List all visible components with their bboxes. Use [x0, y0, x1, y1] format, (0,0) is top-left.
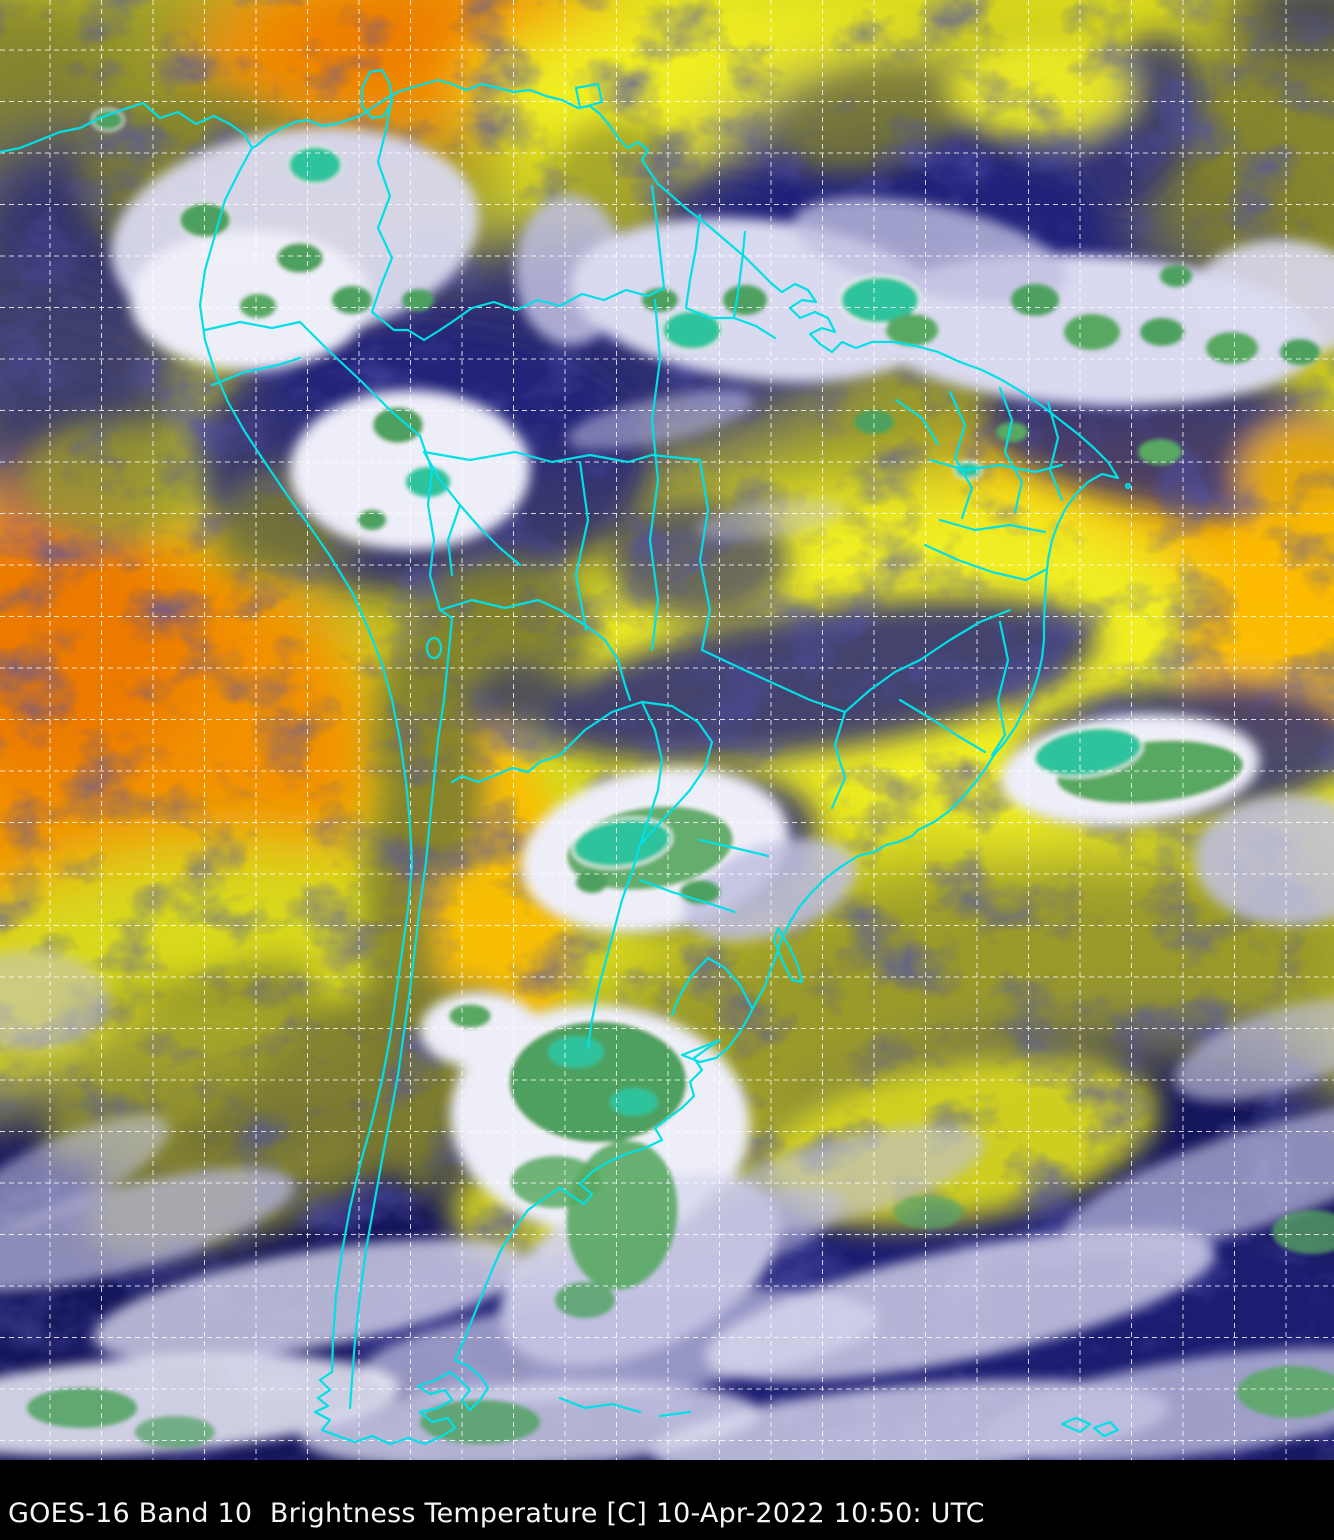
venezuela-brazil-border	[450, 286, 666, 324]
uruguay-borders	[670, 956, 754, 1017]
offshore-islet	[1124, 482, 1132, 490]
lake-titicaca	[425, 636, 443, 660]
chile-argentina-border	[348, 616, 454, 1410]
ecuador-borders	[203, 320, 422, 438]
brazil-state-borders-northeast	[894, 386, 1064, 582]
guianas-borders	[650, 184, 777, 340]
caption-bar: GOES-16 Band 10 Brightness Temperature […	[0, 1460, 1334, 1540]
south-america-coastline	[198, 78, 1120, 1446]
trinidad-outline	[574, 82, 604, 110]
brazil-state-borders-north	[422, 298, 712, 652]
brazil-state-borders-center	[638, 608, 1012, 914]
country-borders-layer	[0, 68, 1132, 1446]
paraguay-argentina-borders	[586, 700, 714, 1050]
bolivia-borders	[418, 434, 714, 784]
caption-text: GOES-16 Band 10 Brightness Temperature […	[8, 1497, 985, 1529]
graticule-layer	[0, 0, 1334, 1460]
central-america-coast	[0, 101, 254, 154]
falkland-islands	[1060, 1416, 1120, 1438]
southern-islands	[558, 1396, 692, 1418]
cold-cloud-tops-layer	[27, 108, 1334, 1448]
lagoa-dos-patos	[772, 926, 804, 984]
satellite-map	[0, 0, 1334, 1460]
colombia-venezuela-border	[370, 94, 454, 342]
